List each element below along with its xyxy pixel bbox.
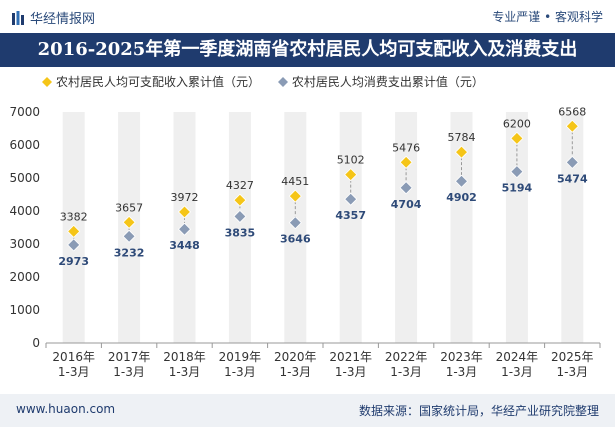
- category-band: [561, 112, 584, 343]
- y-tick-label: 4000: [9, 204, 40, 218]
- spending-point: [454, 174, 469, 188]
- income-point: [510, 131, 524, 145]
- spending-point: [288, 216, 302, 230]
- y-tick-label: 5000: [9, 171, 40, 185]
- legend: 农村居民人均可支配收入累计值（元） 农村居民人均消费支出累计值（元）: [42, 73, 498, 91]
- category-band: [339, 112, 362, 343]
- legend-income-label: 农村居民人均可支配收入累计值（元）: [56, 75, 261, 89]
- footer: www.huaon.com 数据来源：国家统计局，华经产业研究院整理: [0, 394, 615, 427]
- category-band: [395, 112, 418, 343]
- spending-data-label: 4357: [335, 209, 366, 222]
- income-data-label: 4451: [281, 175, 309, 188]
- category-band: [505, 112, 528, 343]
- y-tick-label: 6000: [9, 138, 40, 152]
- spending-data-label: 3232: [114, 246, 145, 259]
- income-point: [288, 189, 302, 203]
- legend-item-spending: 农村居民人均消费支出累计值（元）: [277, 73, 484, 90]
- spending-point: [344, 192, 358, 206]
- legend-income-marker-icon: [42, 76, 52, 87]
- x-tick-label: 2024年 1-3月: [496, 350, 539, 379]
- title-bar: 2016-2025年第一季度湖南省农村居民人均可支配收入及消费支出: [0, 33, 615, 67]
- spending-data-label: 4902: [446, 191, 477, 204]
- spending-point: [565, 155, 579, 169]
- income-point: [233, 193, 247, 207]
- income-data-label: 5102: [337, 154, 365, 167]
- spending-point: [177, 222, 192, 236]
- income-point: [177, 205, 192, 219]
- x-tick-label: 2020年 1-3月: [274, 350, 317, 379]
- category-band: [228, 112, 251, 343]
- income-data-label: 6200: [503, 117, 531, 130]
- income-data-label: 4327: [226, 179, 254, 192]
- income-data-label: 3382: [60, 210, 88, 223]
- spending-point: [233, 209, 247, 224]
- y-tick-label: 1000: [9, 303, 40, 317]
- y-tick-label: 7000: [9, 105, 40, 119]
- spending-data-label: 3835: [225, 226, 256, 239]
- legend-spending-marker-icon: [277, 76, 288, 87]
- top-bar: 华经情报网 专业严谨 • 客观科学: [0, 0, 615, 33]
- spending-data-label: 3448: [169, 239, 200, 252]
- income-data-label: 5476: [392, 141, 420, 154]
- brand: 华经情报网: [12, 8, 95, 27]
- spending-point: [122, 229, 136, 243]
- brand-logo-icon: [12, 11, 24, 25]
- income-data-label: 3972: [171, 191, 199, 204]
- legend-spending-label: 农村居民人均消费支出累计值（元）: [291, 75, 484, 89]
- x-tick-label: 2021年 1-3月: [329, 350, 372, 379]
- x-tick-label: 2018年 1-3月: [163, 350, 206, 379]
- legend-item-income: 农村居民人均可支配收入累计值（元）: [42, 73, 260, 90]
- income-data-label: 5784: [448, 131, 476, 144]
- slogan: 专业严谨 • 客观科学: [492, 10, 603, 24]
- income-data-label: 3657: [115, 201, 143, 214]
- spending-data-label: 5194: [502, 182, 533, 195]
- spending-data-label: 5474: [557, 172, 588, 185]
- spending-data-label: 2973: [58, 255, 89, 268]
- chart-title: 2016-2025年第一季度湖南省农村居民人均可支配收入及消费支出: [37, 39, 578, 60]
- x-tick-label: 2016年 1-3月: [52, 350, 95, 379]
- y-tick-label: 0: [32, 336, 40, 350]
- x-tick-label: 2017年 1-3月: [108, 350, 151, 379]
- chart-plot: 0 1000 2000 3000 4000 5000 6000 7000 2016年 1-3月 20…: [9, 105, 601, 379]
- x-tick-label: 2019年 1-3月: [219, 350, 262, 379]
- spending-data-label: 3646: [280, 233, 311, 246]
- income-point: [565, 119, 579, 133]
- y-tick-label: 2000: [9, 270, 40, 284]
- spending-point: [399, 181, 413, 195]
- brand-name: 华经情报网: [30, 12, 96, 27]
- spending-point: [510, 165, 524, 179]
- footer-website: www.huaon.com: [16, 402, 116, 416]
- footer-source: 数据来源：国家统计局，华经产业研究院整理: [358, 404, 599, 418]
- spending-data-label: 4704: [391, 198, 422, 211]
- income-point: [399, 155, 413, 169]
- income-point: [454, 145, 469, 159]
- x-tick-label: 2025年 1-3月: [551, 350, 594, 379]
- income-data-label: 6568: [558, 105, 586, 118]
- x-tick-label: 2022年 1-3月: [385, 350, 428, 379]
- income-point: [122, 215, 136, 229]
- income-point: [67, 224, 81, 238]
- category-band: [450, 112, 473, 343]
- income-point: [344, 168, 358, 182]
- y-tick-label: 3000: [9, 237, 40, 251]
- spending-point: [67, 238, 81, 252]
- x-tick-label: 2023年 1-3月: [440, 350, 483, 379]
